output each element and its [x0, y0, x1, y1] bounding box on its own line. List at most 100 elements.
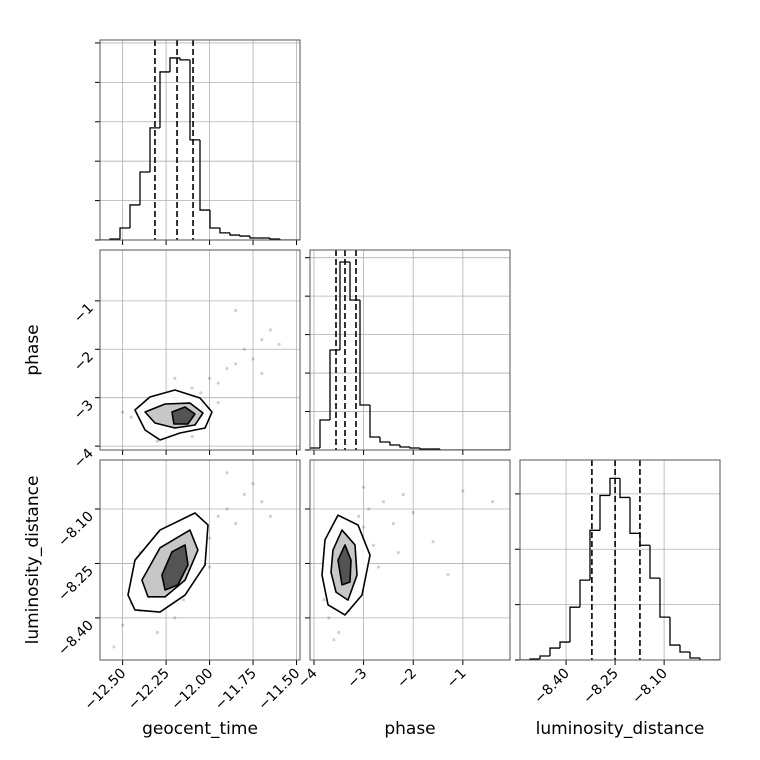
hist-step: [609, 477, 620, 496]
panel-frame: [309, 459, 511, 661]
hist-step: [129, 204, 140, 228]
sample-point: [199, 391, 203, 395]
hist-step: [399, 445, 410, 448]
hist-step: [599, 494, 610, 531]
sample-point: [396, 550, 400, 555]
panel-content: [520, 460, 720, 660]
sample-point: [181, 598, 186, 602]
contour: [161, 544, 189, 591]
sample-point: [121, 410, 125, 414]
hist-step: [679, 645, 690, 653]
hist-step: [189, 59, 200, 141]
hist-step: [409, 447, 420, 449]
panel-frame: [99, 459, 301, 661]
panel: −8.40 −8.25 −8.10 luminosity_distance: [515, 459, 721, 739]
panel-content: [310, 250, 510, 450]
x-axis-label: geocent_time: [142, 719, 258, 739]
sample-point: [207, 565, 212, 569]
x-tick-label: −12.00: [168, 666, 216, 714]
sample-point: [268, 514, 273, 518]
hist-step: [619, 478, 630, 499]
sample-point: [251, 357, 255, 361]
sample-point: [357, 514, 361, 518]
sample-point: [155, 439, 159, 443]
sample-point: [371, 543, 376, 547]
x-tick-label: −8.25: [580, 666, 622, 708]
hist-step: [329, 349, 340, 420]
hist-step: [219, 227, 230, 234]
sample-point: [327, 616, 331, 620]
sample-point: [361, 485, 366, 489]
sample-point: [381, 500, 386, 504]
y-tick-label: −4: [71, 446, 97, 472]
x-tick-label: −11.75: [212, 666, 260, 714]
panel-frame: [309, 249, 511, 451]
sample-point: [173, 616, 177, 620]
sample-point: [190, 434, 194, 439]
hist-step: [169, 57, 180, 72]
panel: [95, 39, 301, 245]
sample-point: [216, 400, 220, 405]
sample-point: [446, 572, 450, 576]
hist-step: [319, 419, 330, 448]
y-tick-label: −2: [71, 349, 97, 375]
sample-point: [121, 623, 125, 627]
hist-step: [569, 606, 580, 643]
sample-point: [225, 507, 229, 511]
sample-point: [173, 376, 177, 380]
hist-step: [379, 437, 390, 443]
hist-step: [359, 300, 370, 406]
sample-point: [260, 371, 264, 376]
sample-point: [155, 630, 159, 635]
sample-point: [216, 381, 220, 385]
sample-point: [112, 645, 116, 649]
panel-frame: [99, 249, 301, 451]
sample-point: [337, 630, 341, 635]
hist-step: [279, 239, 290, 240]
hist-step: [579, 579, 590, 608]
hist-step: [559, 641, 570, 649]
y-tick-label: −8.40: [55, 617, 97, 659]
hist-step: [639, 533, 650, 546]
sample-point: [242, 492, 246, 497]
y-axis-label: phase: [23, 324, 43, 375]
panel-content: [310, 460, 510, 660]
y-tick-label: −1: [71, 300, 97, 326]
x-tick-label: −8.40: [531, 666, 573, 708]
hist-step: [659, 578, 670, 618]
x-tick-label: −1: [444, 666, 470, 692]
hist-step: [649, 545, 660, 579]
panel: [305, 249, 511, 455]
x-axis-label: phase: [384, 719, 435, 739]
contour: [171, 406, 196, 425]
panel: −4 −3 −2 −1 phase: [295, 459, 511, 739]
x-tick-label: −12.50: [81, 666, 129, 714]
sample-point: [376, 565, 381, 569]
sample-point: [268, 328, 273, 332]
hist-step: [159, 71, 170, 128]
sample-point: [216, 514, 220, 518]
panel-content: [100, 460, 300, 660]
hist-step: [249, 236, 260, 239]
sample-point: [491, 500, 495, 504]
sample-point: [251, 481, 255, 486]
sample-point: [411, 511, 415, 515]
sample-point: [391, 521, 395, 526]
panel-content: [100, 250, 300, 450]
hist-step: [239, 235, 250, 237]
x-tick-label: −12.25: [125, 666, 173, 714]
sample-point: [234, 362, 238, 366]
sample-point: [431, 540, 435, 544]
x-tick-label: −3: [345, 666, 371, 692]
sample-point: [322, 598, 326, 602]
hist-step: [199, 139, 210, 211]
sample-point: [260, 337, 264, 342]
hist-step: [269, 238, 280, 240]
sample-point: [260, 500, 264, 504]
hist-step: [549, 647, 560, 657]
hist-step: [439, 449, 450, 450]
hist-step: [389, 442, 400, 446]
sample-point: [234, 521, 238, 526]
sample-point: [225, 471, 229, 475]
